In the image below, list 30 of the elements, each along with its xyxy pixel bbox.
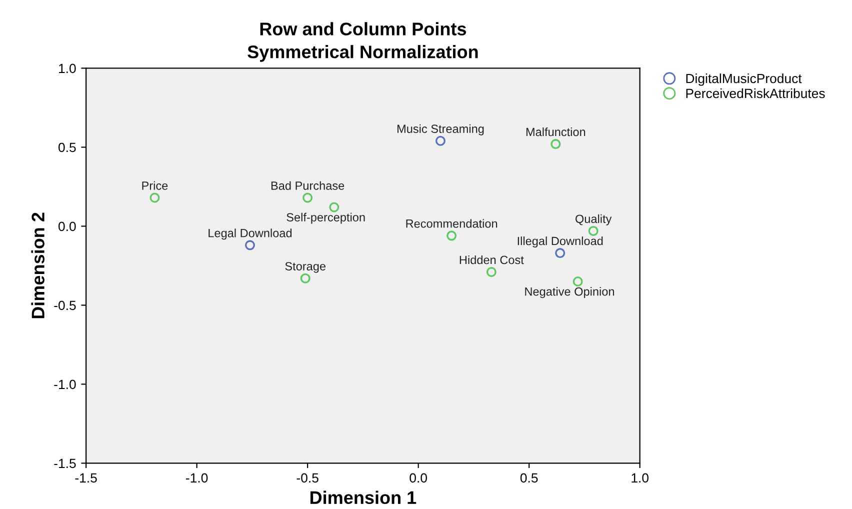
annotation: Bad Purchase: [271, 181, 344, 190]
annotation: Self-perception: [286, 212, 365, 224]
y-tick-label: -0.5: [54, 300, 76, 310]
annotation: Legal Download: [208, 228, 292, 240]
annotation: Music Streaming: [398, 124, 484, 136]
x-tick-label: 0.0: [410, 473, 427, 483]
x-tick-label: -1.5: [75, 473, 97, 483]
y-tick-label: -1.0: [54, 380, 76, 390]
annotation: Illegal Download: [518, 236, 603, 248]
legend-label: PerceivedRiskAttributes: [686, 88, 825, 98]
y-tick-label: 0.5: [58, 142, 76, 152]
y-tick-label: 1.0: [58, 64, 76, 74]
annotation: Storage: [285, 262, 326, 273]
x-tick-label: 0.5: [520, 473, 538, 483]
annotation: Malfunction: [526, 127, 586, 136]
y-tick-label: 0.0: [58, 222, 76, 232]
annotation: Hidden Cost: [460, 255, 524, 264]
y-tick-label: -1.5: [54, 458, 76, 468]
x-tick-label: 1.0: [632, 473, 649, 483]
x-axis-title: Dimension 1: [310, 490, 416, 504]
x-tick-label: -1.0: [186, 473, 208, 483]
legend-label: DigitalMusicProduct: [686, 73, 802, 86]
annotation: Recommendation: [406, 219, 498, 228]
y-axis-title: Dimension 2: [31, 212, 44, 318]
chart-title: Row and Column Points: [260, 22, 466, 36]
annotation: Negative Opinion: [525, 287, 614, 298]
x-tick-label: -0.5: [296, 473, 318, 483]
chart-subtitle: Symmetrical Normalization: [248, 45, 478, 62]
annotation: Price: [142, 181, 168, 190]
annotation: Quality: [576, 214, 612, 226]
